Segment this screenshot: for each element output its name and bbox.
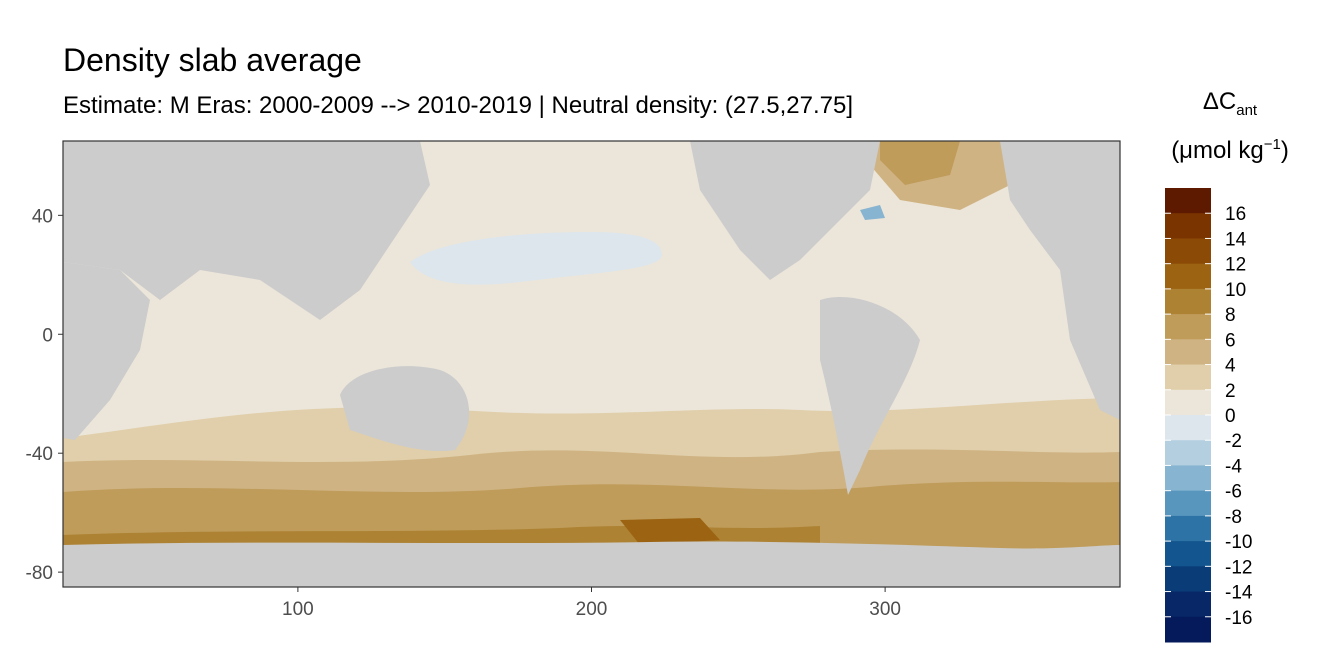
legend-unit-superscript: −1 bbox=[1263, 136, 1281, 153]
legend-title-unit: (μmol kg−1) bbox=[1160, 136, 1300, 165]
colorbar-label: -12 bbox=[1225, 557, 1252, 578]
x-tick-label: 300 bbox=[869, 599, 901, 620]
land-south-america bbox=[820, 296, 920, 495]
colorbar-label: 16 bbox=[1225, 204, 1246, 225]
colorbar-swatch bbox=[1165, 339, 1211, 366]
map-panel bbox=[63, 141, 1120, 587]
colorbar-label: -14 bbox=[1225, 583, 1253, 604]
legend-title-symbol: ΔC bbox=[1202, 88, 1237, 115]
x-tick-label: 200 bbox=[576, 599, 608, 620]
colorbar-swatch bbox=[1165, 415, 1211, 441]
colorbar-swatch bbox=[1165, 490, 1211, 517]
colorbar-label: 10 bbox=[1225, 280, 1246, 301]
colorbar-swatch bbox=[1165, 440, 1211, 466]
colorbar-swatch bbox=[1165, 364, 1211, 391]
y-tick-label: 40 bbox=[32, 206, 53, 227]
colorbar: 16 14 12 10 8 6 4 2 0 -2 -4 -6 -8 -10 -12 -14 -16 bbox=[1165, 188, 1253, 643]
land-eurasia bbox=[63, 141, 430, 320]
y-tick-label: -80 bbox=[26, 563, 53, 584]
colorbar-label: 4 bbox=[1225, 356, 1236, 377]
y-tick-label: -40 bbox=[26, 444, 53, 465]
colorbar-swatch bbox=[1165, 238, 1211, 265]
legend-title-subscript: ant bbox=[1236, 101, 1258, 119]
colorbar-swatch bbox=[1165, 263, 1211, 290]
colorbar-swatch bbox=[1165, 515, 1211, 542]
north-pacific-negative bbox=[410, 232, 662, 285]
colorbar-swatch bbox=[1165, 566, 1211, 593]
colorbar-label: 8 bbox=[1225, 305, 1236, 326]
colorbar-swatch bbox=[1165, 591, 1211, 618]
colorbar-swatch bbox=[1165, 541, 1211, 567]
ross-sea-high bbox=[620, 518, 720, 545]
colorbar-swatch bbox=[1165, 288, 1211, 315]
colorbar-swatch bbox=[1165, 465, 1211, 492]
colorbar-label: 6 bbox=[1225, 330, 1236, 351]
colorbar-label: -16 bbox=[1225, 608, 1252, 629]
land-europe bbox=[1000, 141, 1120, 300]
colorbar-swatch bbox=[1165, 188, 1211, 214]
x-tick-label: 100 bbox=[282, 599, 314, 620]
colorbar-label: -10 bbox=[1225, 532, 1252, 553]
land-africa bbox=[63, 262, 150, 440]
legend-unit-suffix: ) bbox=[1280, 137, 1289, 164]
north-atlantic-core bbox=[880, 141, 960, 185]
land-north-america bbox=[690, 141, 880, 280]
land bbox=[63, 141, 1120, 587]
y-tick-label: 0 bbox=[42, 325, 53, 346]
colorbar-label: -6 bbox=[1225, 482, 1242, 503]
colorbar-swatch bbox=[1165, 616, 1211, 643]
colorbar-swatch bbox=[1165, 213, 1211, 239]
land-antarctica bbox=[63, 541, 1120, 587]
colorbar-label: 14 bbox=[1225, 229, 1247, 250]
land-africa-east bbox=[1060, 270, 1120, 420]
legend-title-variable: ΔCant bbox=[1160, 88, 1300, 119]
chart-subtitle: Estimate: M Eras: 2000-2009 --> 2010-201… bbox=[63, 92, 854, 119]
colorbar-label: -4 bbox=[1225, 456, 1242, 477]
colorbar-label: -2 bbox=[1225, 431, 1242, 452]
legend-unit-prefix: (μmol kg bbox=[1171, 137, 1264, 164]
colorbar-label: 2 bbox=[1225, 381, 1236, 402]
colorbar-label: 12 bbox=[1225, 255, 1246, 276]
colorbar-swatch bbox=[1165, 389, 1211, 416]
colorbar-label: 0 bbox=[1225, 406, 1236, 427]
land-australia bbox=[340, 366, 470, 451]
colorbar-swatch bbox=[1165, 314, 1211, 340]
labrador-negative bbox=[860, 205, 885, 220]
colorbar-label: -8 bbox=[1225, 507, 1242, 528]
chart-title: Density slab average bbox=[63, 42, 362, 78]
